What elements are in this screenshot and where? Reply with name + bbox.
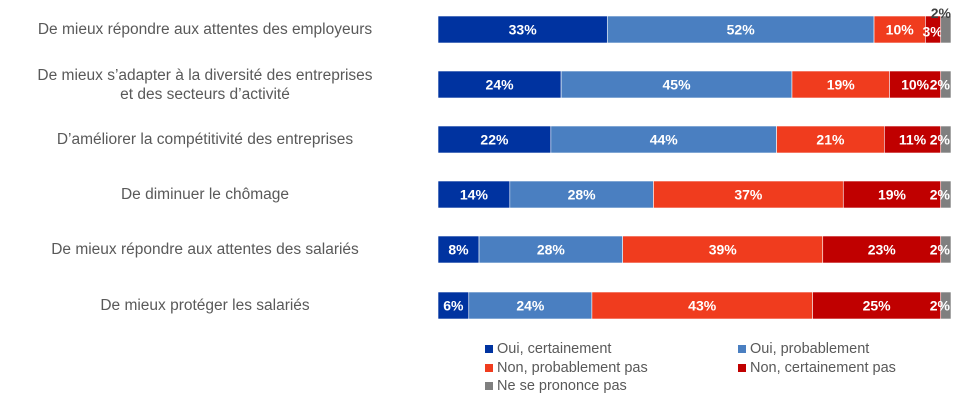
bar-segment [776,125,885,154]
data-label: 22% [480,132,509,148]
bar-segment [560,70,793,99]
data-label: 6% [443,298,464,314]
data-label: 11% [899,132,927,148]
data-label: 44% [650,132,679,148]
category-label-line: et des secteurs d’activité [120,85,290,103]
data-label: 45% [663,77,692,93]
bar-segment [509,180,654,209]
legend-swatch [485,345,493,353]
legend-label: Oui, probablement [750,341,870,357]
data-label: 43% [688,298,717,314]
bar-segment [437,15,608,44]
bar-segment [940,291,952,320]
bar-segment [437,235,480,264]
bar-segment [437,125,552,154]
legend-item: Non, certainement pas [738,360,896,376]
data-label: 19% [878,187,907,203]
category-label: De mieux répondre aux attentes des emplo… [0,20,410,39]
legend-item: Ne se prononce pas [485,378,627,394]
legend-swatch [738,364,746,372]
category-label-line: De mieux protéger les salariés [100,297,310,314]
category-label-line: D’améliorer la compétitivité des entrepr… [56,131,354,148]
legend-swatch [485,382,493,390]
category-label: D’améliorer la compétitivité des entrepr… [0,130,410,149]
bar-segment [842,180,942,209]
bar-segment [940,235,952,264]
bar-segment [940,125,952,154]
data-label: 10% [901,77,930,93]
category-label-line: De mieux s’adapter à la diversité des en… [37,66,373,84]
bar-segment [940,180,952,209]
data-label: 10% [886,22,915,38]
data-label: 19% [827,77,856,93]
data-label: 25% [863,298,892,314]
bar-segment [550,125,777,154]
data-label: 37% [734,187,763,203]
data-label: 2% [930,187,951,203]
bar-segment [437,291,470,320]
category-label: De mieux répondre aux attentes des salar… [0,240,410,259]
bar-segment [653,180,844,209]
bar-segment [591,291,813,320]
legend-item: Oui, certainement [485,341,611,357]
bar-segment [940,15,952,44]
data-label: 2% [931,5,952,21]
category-label: De mieux s’adapter à la diversité des en… [0,66,410,104]
data-label: 24% [516,298,545,314]
legend-item: Non, probablement pas [485,360,648,376]
data-label: 28% [537,242,566,258]
category-label: De mieux protéger les salariés [0,296,410,315]
data-label: 24% [486,77,515,93]
bar-segment [791,70,890,99]
bar-segment [606,15,875,44]
bar-segment [468,291,593,320]
category-label: De diminuer le chômage [0,185,410,204]
bar-segment [884,125,942,154]
data-label: 2% [930,242,951,258]
data-label: 3% [923,24,944,40]
data-label: 52% [727,22,756,38]
bar-segment [478,235,623,264]
data-label: 8% [448,242,469,258]
category-label-line: De mieux répondre aux attentes des salar… [51,241,359,258]
bar-segment [822,235,942,264]
category-label-line: De mieux répondre aux attentes des emplo… [37,21,373,38]
bar-segment [873,15,926,44]
data-label: 21% [816,132,845,148]
data-label: 2% [930,298,951,314]
data-label: 33% [509,22,538,38]
legend-label: Non, certainement pas [750,360,896,376]
bar-segment [940,70,952,99]
data-label: 2% [930,77,951,93]
legend-swatch [485,364,493,372]
data-label: 2% [930,132,951,148]
bar-segment [437,70,562,99]
data-label: 28% [568,187,597,203]
data-label: 14% [460,187,489,203]
legend-label: Non, probablement pas [497,360,648,376]
legend-label: Oui, certainement [497,341,612,357]
bar-segment [812,291,942,320]
legend-swatch [738,345,746,353]
category-label-line: De diminuer le chômage [120,186,289,203]
legend-label: Ne se prononce pas [497,378,627,394]
legend-item: Oui, probablement [738,341,869,357]
data-label: 39% [709,242,738,258]
data-label: 23% [868,242,897,258]
